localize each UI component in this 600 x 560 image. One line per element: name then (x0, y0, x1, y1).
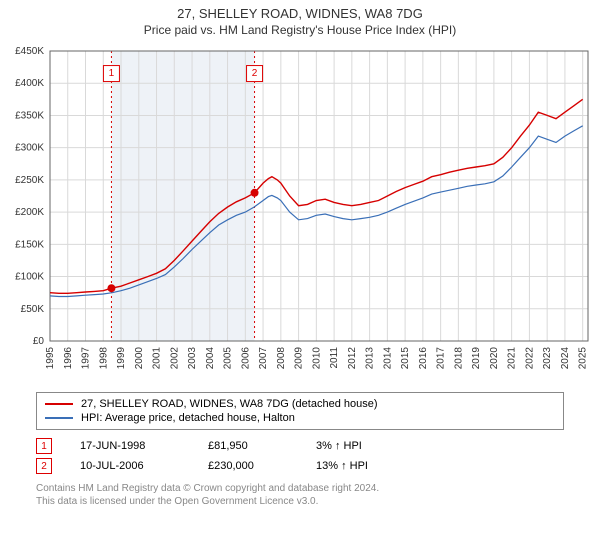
page-subtitle: Price paid vs. HM Land Registry's House … (0, 21, 600, 41)
svg-text:2015: 2015 (400, 347, 411, 370)
svg-text:2020: 2020 (489, 347, 500, 370)
svg-text:2024: 2024 (560, 347, 571, 370)
svg-text:1996: 1996 (63, 347, 74, 370)
legend-swatch (45, 417, 73, 419)
license-line: This data is licensed under the Open Gov… (36, 495, 564, 508)
svg-text:£400K: £400K (15, 78, 44, 89)
svg-text:1999: 1999 (116, 347, 127, 370)
svg-text:2006: 2006 (240, 347, 251, 370)
legend: 27, SHELLEY ROAD, WIDNES, WA8 7DG (detac… (36, 392, 564, 430)
svg-text:2025: 2025 (578, 347, 589, 370)
svg-text:2023: 2023 (542, 347, 553, 370)
svg-text:2012: 2012 (347, 347, 358, 370)
svg-text:2008: 2008 (276, 347, 287, 370)
svg-text:2013: 2013 (365, 347, 376, 370)
sale-marker: 1 (36, 438, 52, 454)
svg-text:1997: 1997 (81, 347, 92, 370)
svg-text:2018: 2018 (453, 347, 464, 370)
svg-text:2016: 2016 (418, 347, 429, 370)
svg-text:1998: 1998 (98, 347, 109, 370)
svg-text:2022: 2022 (524, 347, 535, 370)
svg-text:2021: 2021 (507, 347, 518, 370)
svg-text:1: 1 (109, 68, 115, 79)
sale-hpi: 13% ↑ HPI (316, 460, 406, 472)
svg-text:£50K: £50K (21, 304, 45, 315)
svg-text:1995: 1995 (45, 347, 56, 370)
svg-text:2017: 2017 (436, 347, 447, 370)
svg-text:£450K: £450K (15, 46, 44, 57)
svg-text:2009: 2009 (294, 347, 305, 370)
svg-text:2: 2 (252, 68, 258, 79)
svg-text:£0: £0 (33, 336, 45, 347)
license-line: Contains HM Land Registry data © Crown c… (36, 482, 564, 495)
sale-marker: 2 (36, 458, 52, 474)
svg-text:£200K: £200K (15, 207, 44, 218)
sales-table: 1 17-JUN-1998 £81,950 3% ↑ HPI 2 10-JUL-2006 £… (36, 436, 564, 476)
svg-text:2001: 2001 (152, 347, 163, 370)
legend-swatch (45, 403, 73, 405)
svg-text:2019: 2019 (471, 347, 482, 370)
price-chart: £0 £50K £100K £150K £200K £250K £300K £350K £400… (0, 41, 600, 386)
svg-text:2014: 2014 (382, 347, 393, 370)
sale-date: 17-JUN-1998 (80, 440, 180, 452)
svg-text:2011: 2011 (329, 347, 340, 369)
svg-text:2007: 2007 (258, 347, 269, 370)
svg-text:£250K: £250K (15, 175, 44, 186)
svg-text:2003: 2003 (187, 347, 198, 370)
svg-text:2004: 2004 (205, 347, 216, 370)
svg-text:£300K: £300K (15, 143, 44, 154)
sale-row: 1 17-JUN-1998 £81,950 3% ↑ HPI (36, 436, 564, 456)
sale-hpi: 3% ↑ HPI (316, 440, 406, 452)
legend-item: 27, SHELLEY ROAD, WIDNES, WA8 7DG (detac… (45, 397, 555, 411)
svg-text:2005: 2005 (223, 347, 234, 370)
svg-text:£150K: £150K (15, 239, 44, 250)
svg-text:£350K: £350K (15, 110, 44, 121)
page-title: 27, SHELLEY ROAD, WIDNES, WA8 7DG (0, 0, 600, 21)
svg-text:£100K: £100K (15, 272, 44, 283)
svg-text:2002: 2002 (169, 347, 180, 370)
legend-label: 27, SHELLEY ROAD, WIDNES, WA8 7DG (detac… (81, 398, 378, 410)
sale-price: £230,000 (208, 460, 288, 472)
license-text: Contains HM Land Registry data © Crown c… (36, 482, 564, 508)
legend-item: HPI: Average price, detached house, Halt… (45, 411, 555, 425)
sale-price: £81,950 (208, 440, 288, 452)
sale-row: 2 10-JUL-2006 £230,000 13% ↑ HPI (36, 456, 564, 476)
svg-text:2000: 2000 (134, 347, 145, 370)
sale-date: 10-JUL-2006 (80, 460, 180, 472)
legend-label: HPI: Average price, detached house, Halt… (81, 412, 295, 424)
svg-text:2010: 2010 (311, 347, 322, 370)
